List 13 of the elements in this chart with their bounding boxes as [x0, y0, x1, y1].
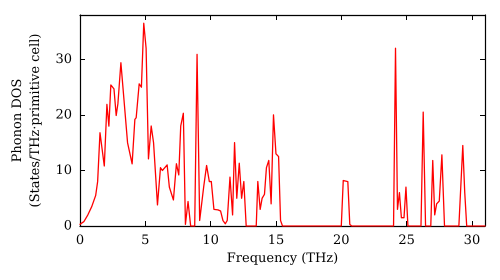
x-tick-label: 5 — [141, 233, 150, 248]
y-tick-label: 30 — [55, 52, 72, 67]
x-tick-label: 15 — [268, 233, 284, 248]
y-tick-label: 10 — [55, 162, 72, 178]
x-tick-label: 0 — [76, 233, 84, 248]
y-tick-label: 0 — [64, 218, 72, 234]
y-tick-label: 20 — [55, 107, 72, 122]
x-axis-title: Frequency (THz) — [226, 250, 338, 266]
x-tick-label: 30 — [464, 233, 480, 248]
x-tick-label: 20 — [333, 233, 350, 248]
x-tick-label: 10 — [202, 233, 219, 248]
y-axis-title: Phonon DOS (States/THz·primitive cell) — [10, 33, 44, 208]
x-tick-label: 25 — [398, 233, 415, 248]
